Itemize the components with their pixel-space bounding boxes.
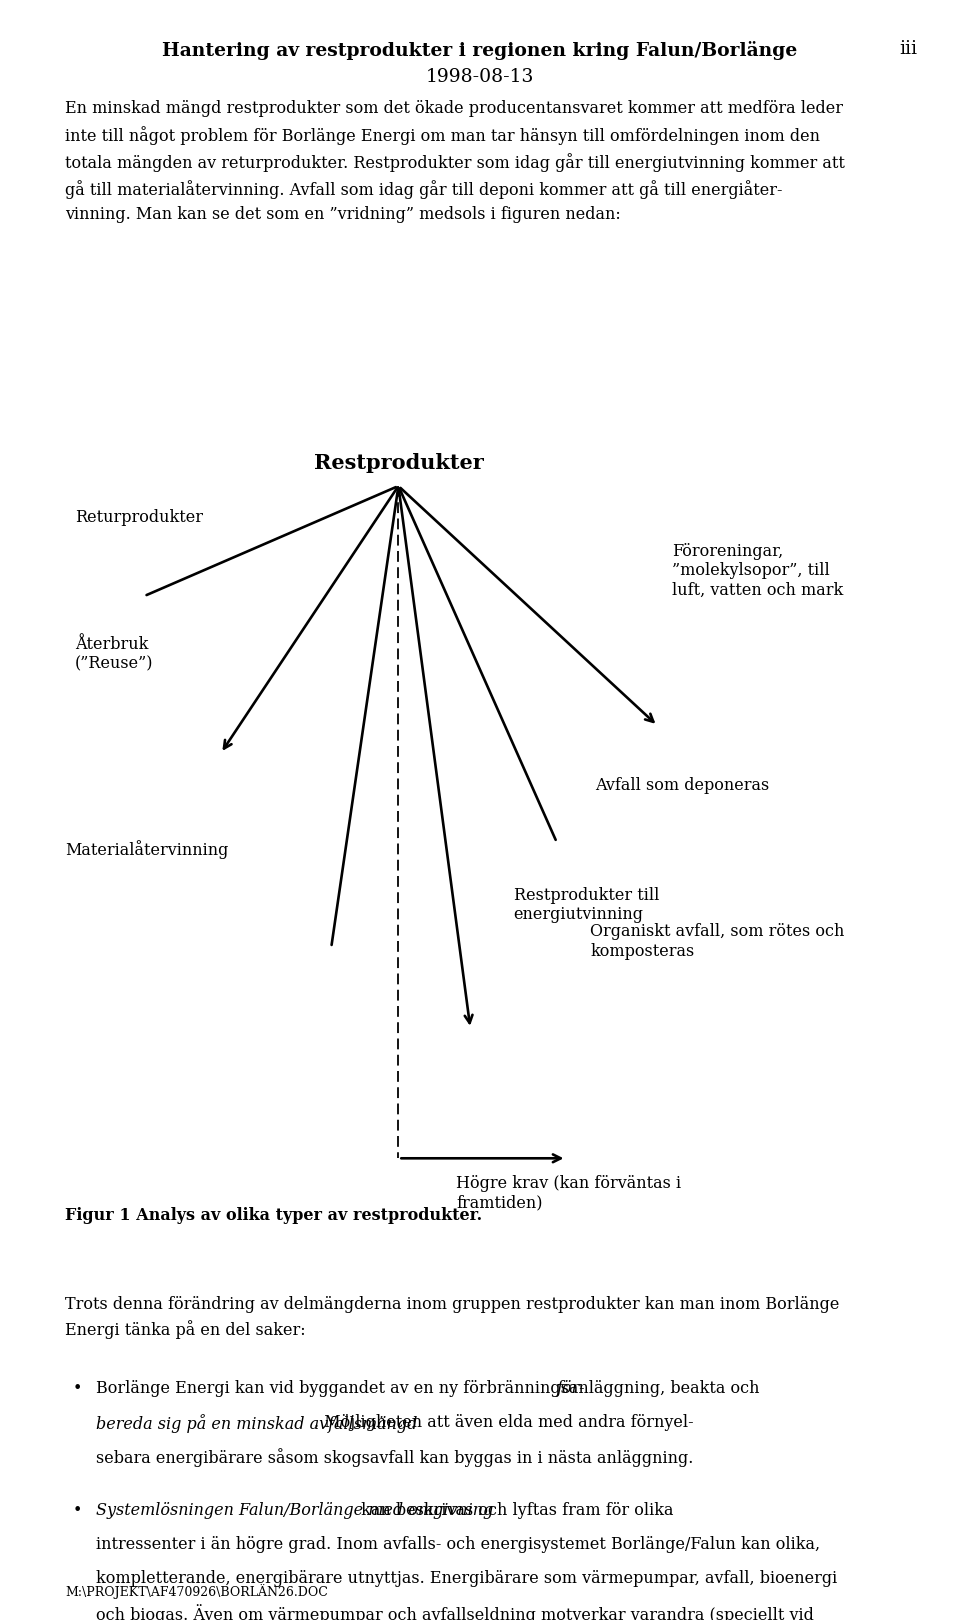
Text: kompletterande, energibärare utnyttjas. Energibärare som värmepumpar, avfall, bi: kompletterande, energibärare utnyttjas. … <box>96 1570 837 1586</box>
Text: En minskad mängd restprodukter som det ökade producentansvaret kommer att medför: En minskad mängd restprodukter som det ö… <box>65 100 845 224</box>
Text: bereda sig på en minskad avfallsmängd: bereda sig på en minskad avfallsmängd <box>96 1414 418 1434</box>
Text: Hantering av restprodukter i regionen kring Falun/Borlänge: Hantering av restprodukter i regionen kr… <box>162 40 798 60</box>
Text: kan beskrivas och lyftas fram för olika: kan beskrivas och lyftas fram för olika <box>356 1502 673 1518</box>
Text: och biogas. Även om värmepumpar och avfallseldning motverkar varandra (speciellt: och biogas. Även om värmepumpar och avfa… <box>96 1604 814 1620</box>
Text: 1998-08-13: 1998-08-13 <box>426 68 534 86</box>
Text: Högre krav (kan förväntas i
framtiden): Högre krav (kan förväntas i framtiden) <box>456 1174 682 1212</box>
Text: Restprodukter till
energiutvinning: Restprodukter till energiutvinning <box>514 886 659 923</box>
Text: Trots denna förändring av delmängderna inom gruppen restprodukter kan man inom B: Trots denna förändring av delmängderna i… <box>65 1296 840 1340</box>
Text: M:\PROJEKT\AF470926\BORLÄN26.DOC: M:\PROJEKT\AF470926\BORLÄN26.DOC <box>65 1584 328 1599</box>
Text: Returprodukter: Returprodukter <box>75 510 203 526</box>
Text: •: • <box>73 1502 83 1518</box>
Text: Föroreningar,
”molekylsopor”, till
luft, vatten och mark: Föroreningar, ”molekylsopor”, till luft,… <box>672 543 843 599</box>
Text: Borlänge Energi kan vid byggandet av en ny förbränningsanläggning, beakta och: Borlänge Energi kan vid byggandet av en … <box>96 1380 764 1396</box>
Text: sebara energibärare såsom skogsavfall kan byggas in i nästa anläggning.: sebara energibärare såsom skogsavfall ka… <box>96 1448 693 1468</box>
Text: Återbruk
(”Reuse”): Återbruk (”Reuse”) <box>75 635 154 672</box>
Text: Restprodukter: Restprodukter <box>314 454 483 473</box>
Text: Figur 1 Analys av olika typer av restprodukter.: Figur 1 Analys av olika typer av restpro… <box>65 1207 483 1223</box>
Text: Systemlösningen Falun/Borlänge med omgivning: Systemlösningen Falun/Borlänge med omgiv… <box>96 1502 493 1518</box>
Text: Avfall som deponeras: Avfall som deponeras <box>595 778 770 794</box>
Text: iii: iii <box>899 40 917 58</box>
Text: för-: för- <box>557 1380 585 1396</box>
Text: Materialåtervinning: Materialåtervinning <box>65 839 228 859</box>
Text: intressenter i än högre grad. Inom avfalls- och energisystemet Borlänge/Falun ka: intressenter i än högre grad. Inom avfal… <box>96 1536 820 1552</box>
Text: . Möjligheten att även elda med andra förnyel-: . Möjligheten att även elda med andra fö… <box>315 1414 694 1430</box>
Text: •: • <box>73 1380 83 1396</box>
Text: Organiskt avfall, som rötes och
komposteras: Organiskt avfall, som rötes och komposte… <box>590 923 845 961</box>
